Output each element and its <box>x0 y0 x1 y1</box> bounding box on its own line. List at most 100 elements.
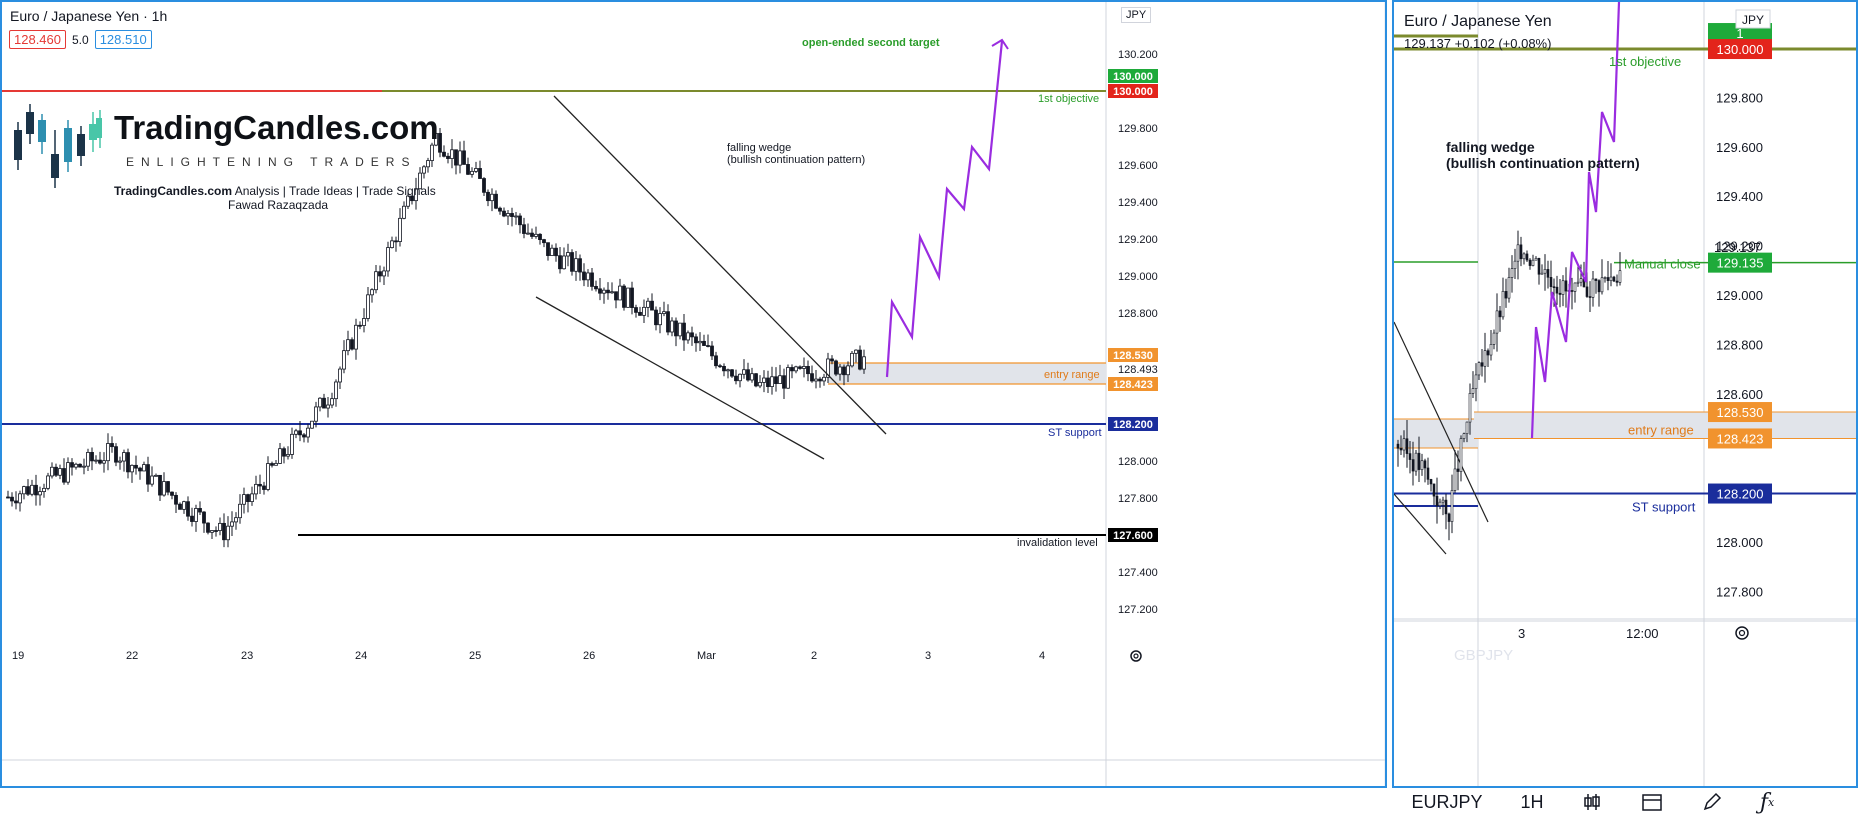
candle-body <box>90 452 94 462</box>
candle-body <box>794 366 798 372</box>
right-candle-body <box>1573 282 1577 292</box>
x-tick-label: 19 <box>12 650 24 662</box>
right-y-tick: 129.400 <box>1716 189 1763 204</box>
candle-body <box>202 511 206 524</box>
candle-body <box>54 466 58 476</box>
left-settings-gear-icon[interactable] <box>1130 650 1142 662</box>
compare-calendar-icon[interactable] <box>1622 788 1682 816</box>
candle-body <box>370 289 374 296</box>
candle-body <box>530 232 534 237</box>
right-candle-body <box>1534 257 1538 261</box>
candle-body <box>506 213 510 217</box>
left-chart-panel[interactable]: 130.200 129.800 129.600 129.400 129.200 … <box>0 0 1387 788</box>
tick-128-000: 128.000 <box>1118 456 1158 468</box>
candle-body <box>526 232 530 235</box>
candle-body <box>666 311 670 333</box>
candle-body <box>146 464 150 485</box>
right-candle-body <box>1519 244 1523 260</box>
candle-body <box>722 365 726 372</box>
candle-body <box>566 252 570 257</box>
candle-body <box>214 530 218 532</box>
right-currency-badge-bg[interactable] <box>1735 9 1771 29</box>
candle-body <box>174 494 178 505</box>
candle-body <box>258 483 262 487</box>
candle-body <box>766 377 770 388</box>
right-candle-body <box>1618 270 1622 283</box>
candle-body <box>386 247 390 272</box>
tick-129-800: 129.800 <box>1118 123 1158 135</box>
left-currency-badge[interactable]: JPY <box>1121 7 1152 23</box>
candle-body <box>302 434 306 438</box>
candle-body <box>330 398 334 406</box>
candle-body <box>46 475 50 489</box>
candle-body <box>578 258 582 273</box>
right-candle-body <box>1480 362 1484 367</box>
candle-body <box>238 503 242 519</box>
candle-body <box>842 366 846 376</box>
candle-body <box>622 285 626 308</box>
candle-body <box>462 150 466 165</box>
candle-body <box>250 493 254 503</box>
logo-name: TradingCandles.com <box>114 109 439 146</box>
candle-body <box>126 452 130 473</box>
candle-body <box>558 255 562 270</box>
analysis-brand: TradingCandles.com <box>114 184 232 198</box>
ask-price[interactable]: 128.510 <box>94 30 152 49</box>
candle-body <box>314 406 318 422</box>
candle-body <box>606 289 610 294</box>
candle-body <box>402 205 406 219</box>
candle-body <box>690 332 694 338</box>
right-y-tick: 127.800 <box>1716 584 1763 599</box>
candle-body <box>106 443 110 462</box>
projection-arrowhead <box>991 38 1009 50</box>
candle-body <box>594 286 598 290</box>
right-settings-gear-icon[interactable] <box>1735 626 1749 640</box>
candle-body <box>626 287 630 308</box>
label-128493: 128.493 <box>1118 364 1158 376</box>
toolbar-interval[interactable]: 1H <box>1520 791 1544 812</box>
right-candle-body <box>1615 280 1619 283</box>
candle-body <box>682 322 686 341</box>
right-annotation-wedge-1: falling wedge <box>1446 139 1535 155</box>
candle-body <box>230 521 234 527</box>
candle-body <box>582 271 586 281</box>
candle-body <box>70 462 74 468</box>
candle-body <box>538 233 542 241</box>
candle-body <box>194 508 198 522</box>
pen-drawing-icon[interactable] <box>1682 788 1742 816</box>
right-candle-body <box>1486 350 1490 356</box>
right-candles <box>1396 230 1622 541</box>
candle-body <box>142 464 146 472</box>
candle-body <box>514 215 518 218</box>
candles-type-icon[interactable] <box>1562 788 1622 816</box>
right-candle-body <box>1411 459 1415 472</box>
candle-body <box>218 522 222 532</box>
candle-body <box>426 160 430 168</box>
candle-body <box>662 311 666 314</box>
candle-body <box>42 487 46 492</box>
candle-body <box>182 501 186 510</box>
candle-body <box>618 285 622 301</box>
right-candle-body <box>1528 259 1532 266</box>
annotation-support: ST support <box>1048 427 1102 439</box>
candle-body <box>418 172 422 190</box>
x-tick-label: 23 <box>241 650 253 662</box>
toolbar-symbol[interactable]: EURJPY <box>1411 791 1483 812</box>
right-candle-body <box>1570 290 1574 292</box>
candle-body <box>658 313 662 326</box>
candle-body <box>86 452 90 467</box>
right-candle-body <box>1405 438 1409 454</box>
candle-body <box>806 366 810 375</box>
candle-body <box>782 375 786 389</box>
bid-price[interactable]: 128.460 <box>9 30 66 49</box>
right-candle-body <box>1537 257 1541 275</box>
left-chart[interactable]: 130.200 129.800 129.600 129.400 129.200 … <box>2 2 1385 786</box>
candle-body <box>322 397 326 409</box>
candle-body <box>346 339 350 352</box>
label-128200: 128.200 <box>1113 419 1153 431</box>
right-y-tick: 128.000 <box>1716 535 1763 550</box>
candle-body <box>114 446 118 463</box>
tick-129-400: 129.400 <box>1118 197 1158 209</box>
